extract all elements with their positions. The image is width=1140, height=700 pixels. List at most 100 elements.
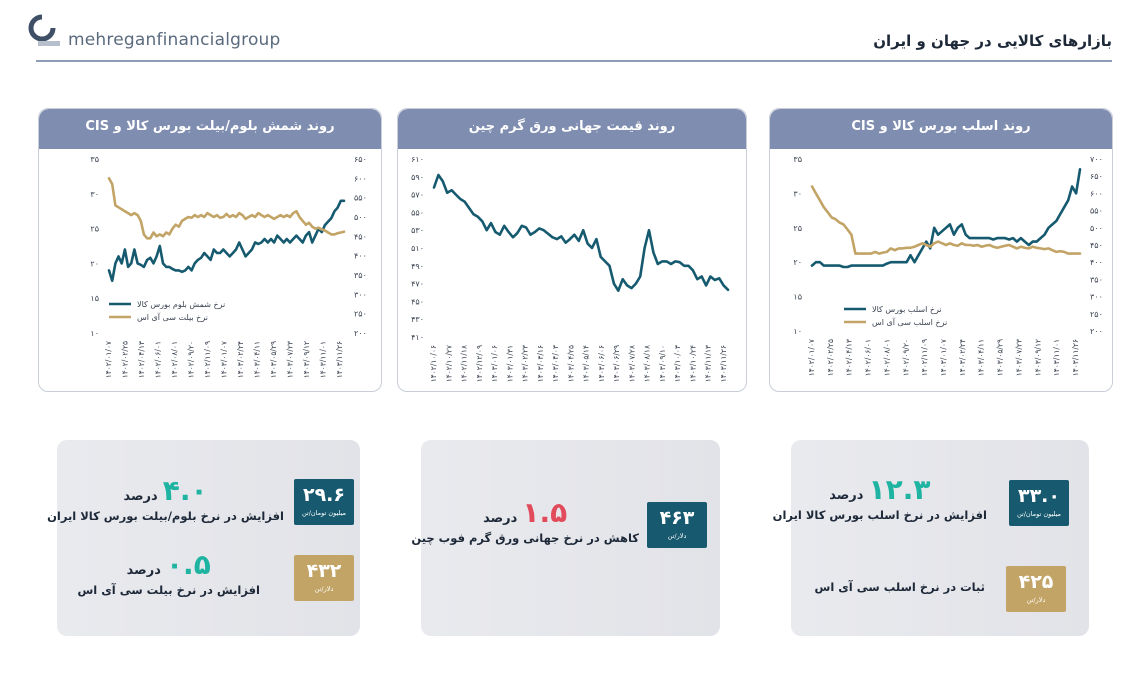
x-tick-label: ۱۴۰۳/۰۵/۲۹ xyxy=(996,339,1005,376)
y-tick-label-right: ۳۰۰ xyxy=(354,290,367,299)
y-tick-label-left: ۳۵ xyxy=(90,155,99,164)
stat-hot-rolled: ۱.۵ درصد کاهش در نرخ جهانی ورق گرم فوب چ… xyxy=(411,496,639,545)
y-tick-label-left: ۵۳۰ xyxy=(411,226,424,235)
x-tick-label: ۱۴۰۳/۰۳/۱۶ xyxy=(536,345,545,382)
x-tick-label: ۱۴۰۳/۰۹/۱۲ xyxy=(1033,339,1042,376)
series-line xyxy=(810,167,1082,269)
stat-desc: افزایش در نرخ اسلب بورس کالا ایران xyxy=(772,508,987,522)
x-tick-label: ۱۴۰۳/۰۴/۰۳ xyxy=(551,345,560,382)
x-tick-label: ۱۴۰۲/۰۱/۰۷ xyxy=(104,341,113,378)
card-slab: ۳۳.۰ میلیون تومان/تن ۱۲.۳ درصد افزایش در… xyxy=(773,440,1089,636)
badge-value: ۴۳۲ xyxy=(306,560,342,582)
badge-unit: دلار/تن xyxy=(667,532,687,540)
x-tick-label: ۱۴۰۳/۱۱/۲۶ xyxy=(335,341,344,378)
x-tick-label: ۱۴۰۲/۰۸/۰۱ xyxy=(882,339,891,376)
x-tick-label: ۱۴۰۲/۰۶/۰۱ xyxy=(864,339,873,376)
x-tick-label: ۱۴۰۳/۰۵/۱۴ xyxy=(582,345,591,382)
x-tick-label: ۱۴۰۳/۰۱/۰۷ xyxy=(220,341,229,378)
badge-slab-iran: ۳۳.۰ میلیون تومان/تن xyxy=(1009,480,1069,526)
y-tick-label-left: ۵۹۰ xyxy=(411,173,424,182)
y-tick-label-right: ۲۰۰ xyxy=(354,329,367,338)
y-tick-label-left: ۴۳۰ xyxy=(411,315,424,324)
y-tick-label-left: ۳۰ xyxy=(793,189,802,198)
stat-desc: کاهش در نرخ جهانی ورق گرم فوب چین xyxy=(411,531,639,545)
stat-pct-label: درصد xyxy=(829,488,864,503)
x-tick-label: ۱۴۰۳/۰۹/۱۰ xyxy=(658,345,667,382)
x-tick-label: ۱۴۰۲/۱۱/۰۹ xyxy=(203,341,212,378)
badge-value: ۳۳.۰ xyxy=(1017,485,1060,507)
stat-value: ۴.۰ xyxy=(162,474,208,507)
x-tick-label: ۱۴۰۳/۰۱/۰۶ xyxy=(490,345,499,382)
y-tick-label-left: ۲۰ xyxy=(793,258,802,267)
chart-billet: ۳۵ ۳۰ ۲۵ ۲۰ ۱۵ ۱۰ ۶۵۰ ۶۰۰ ۵۵۰ ۵۰۰ ۴۵۰ ۴۰۰ ۳۵۰ ۳۰۰ ۲۵۰ ۲… xyxy=(90,155,367,378)
badge-value: ۲۹.۶ xyxy=(302,484,345,506)
y-tick-label-right: ۵۰۰ xyxy=(1090,224,1103,233)
y-tick-label-left: ۱۵ xyxy=(793,293,802,302)
x-tick-label: ۱۴۰۲/۰۴/۱۳ xyxy=(137,341,146,378)
x-tick-label: ۱۴۰۳/۱۰/۰۳ xyxy=(673,345,682,382)
y-tick-label-right: ۴۵۰ xyxy=(354,232,367,241)
legend-label: نرخ اسلب بورس کالا xyxy=(872,305,942,314)
x-tick-label: ۱۴۰۲/۰۶/۰۱ xyxy=(154,341,163,378)
x-tick-label: ۱۴۰۳/۰۸/۱۸ xyxy=(643,345,652,382)
y-tick-label-left: ۴۷۰ xyxy=(411,280,424,289)
stat-slab-iran: ۱۲.۳ درصد افزایش در نرخ اسلب بورس کالا ا… xyxy=(773,473,987,522)
series-line xyxy=(810,185,1082,255)
x-tick-label: ۱۴۰۳/۰۲/۲۴ xyxy=(236,341,245,378)
y-tick-label-right: ۲۰۰ xyxy=(1090,327,1103,336)
legend-label: نرخ بیلت سی آی اس xyxy=(137,312,208,322)
stat-desc: افزایش در نرخ بیلت سی آی اس xyxy=(77,583,260,597)
x-tick-label: ۱۴۰۳/۰۷/۲۸ xyxy=(627,345,636,382)
y-tick-label-left: ۲۰ xyxy=(90,259,99,268)
y-tick-label-left: ۴۱۰ xyxy=(411,333,424,342)
stat-pct-label: درصد xyxy=(126,563,161,578)
y-tick-label-right: ۳۵۰ xyxy=(1090,275,1103,284)
x-tick-label: ۱۴۰۳/۱۱/۰۱ xyxy=(319,341,328,378)
stat-billet-iran: ۴.۰ درصد افزایش در نرخ بلوم/بیلت بورس کا… xyxy=(47,474,284,523)
legend-label: نرخ اسلب سی آی اس xyxy=(872,317,947,327)
x-tick-label: ۱۴۰۳/۱۰/۲۴ xyxy=(688,345,697,382)
x-tick-label: ۱۴۰۳/۰۹/۱۲ xyxy=(302,341,311,378)
x-tick-label: ۱۴۰۳/۱۱/۰۱ xyxy=(1052,339,1061,376)
x-tick-label: ۱۴۰۲/۱۱/۱۸ xyxy=(460,345,469,382)
x-tick-label: ۱۴۰۲/۱۱/۰۹ xyxy=(920,339,929,376)
x-tick-label: ۱۴۰۳/۰۶/۲۹ xyxy=(612,345,621,382)
y-tick-label-left: ۱۵ xyxy=(90,294,99,303)
badge-billet-iran: ۲۹.۶ میلیون تومان/تن xyxy=(294,479,354,525)
x-tick-label: ۱۴۰۲/۰۱/۰۷ xyxy=(807,339,816,376)
x-tick-label: ۱۴۰۳/۰۷/۲۳ xyxy=(1014,339,1023,376)
badge-value: ۴۲۵ xyxy=(1018,571,1054,593)
stat-value: ۱.۵ xyxy=(522,496,568,529)
x-tick-label: ۱۴۰۳/۰۵/۲۹ xyxy=(269,341,278,378)
badge-slab-cis: ۴۲۵ دلار/تن xyxy=(1006,566,1066,612)
y-tick-label-left: ۵۱۰ xyxy=(411,244,424,253)
x-tick-label: ۱۴۰۳/۰۶/۰۶ xyxy=(597,345,606,382)
badge-unit: دلار/تن xyxy=(314,585,334,593)
x-tick-label: ۱۴۰۳/۰۴/۲۵ xyxy=(566,345,575,382)
badge-unit: دلار/تن xyxy=(1026,596,1046,604)
y-tick-label-left: ۵۷۰ xyxy=(411,191,424,200)
x-tick-label: ۱۴۰۳/۰۴/۱۱ xyxy=(977,339,986,376)
y-tick-label-right: ۵۵۰ xyxy=(354,194,367,203)
card-billet: ۲۹.۶ میلیون تومان/تن ۴.۰ درصد افزایش در … xyxy=(47,440,360,636)
stat-pct-label: درصد xyxy=(123,489,158,504)
x-tick-label: ۱۴۰۳/۰۲/۲۳ xyxy=(521,345,530,382)
header: mehreganfinancialgroup بازارهای کالایی د… xyxy=(0,0,1140,66)
y-tick-label-right: ۲۵۰ xyxy=(1090,310,1103,319)
legend-label: نرخ شمش بلوم بورس کالا xyxy=(137,300,225,309)
x-tick-label: ۱۴۰۲/۰۹/۲۰ xyxy=(187,341,196,378)
x-tick-label: ۱۴۰۳/۰۷/۲۳ xyxy=(286,341,295,378)
stat-slab-cis-note: ثبات در نرخ اسلب سی آی اس xyxy=(814,580,985,594)
y-tick-label-right: ۳۵۰ xyxy=(354,271,367,280)
y-tick-label-right: ۵۰۰ xyxy=(354,213,367,222)
badge-value: ۴۶۳ xyxy=(659,507,695,529)
x-tick-label: ۱۴۰۳/۰۱/۳۱ xyxy=(505,345,514,382)
header-divider xyxy=(36,60,1112,62)
y-tick-label-right: ۶۵۰ xyxy=(354,155,367,164)
badge-hot-rolled: ۴۶۳ دلار/تن xyxy=(647,502,707,548)
y-tick-label-right: ۳۰۰ xyxy=(1090,293,1103,302)
logo-text: mehreganfinancialgroup xyxy=(68,30,281,50)
y-tick-label-left: ۲۵ xyxy=(793,224,802,233)
y-tick-label-right: ۲۵۰ xyxy=(354,310,367,319)
badge-unit: میلیون تومان/تن xyxy=(1016,510,1062,518)
